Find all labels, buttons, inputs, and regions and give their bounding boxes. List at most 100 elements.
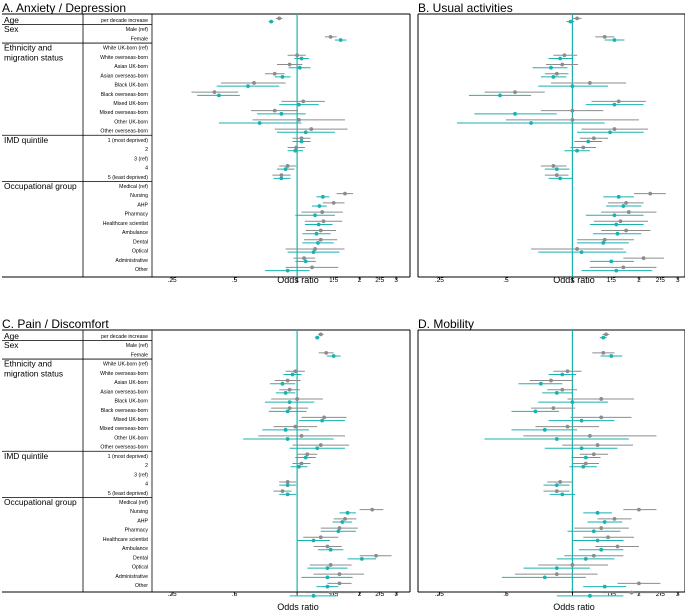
- point-estimate-teal: [287, 400, 292, 405]
- row-label: Asian UK-born: [114, 380, 148, 386]
- point-estimate-teal: [609, 259, 614, 264]
- panel-mobility: D. Mobility Odds ratio .25 .5 1 1.5 2 2.5 3: [417, 317, 685, 612]
- point-estimate-teal: [280, 381, 285, 386]
- x-tick-label: .25: [168, 277, 177, 284]
- row-label: Nursing: [130, 193, 148, 199]
- row-label: Mixed overseas-born: [100, 110, 149, 116]
- row-label: Other overseas-born: [100, 129, 148, 135]
- point-estimate-teal: [317, 204, 322, 208]
- point-estimate-grey: [287, 387, 292, 392]
- point-estimate-teal: [336, 529, 341, 534]
- row-label: 1 (most deprived): [108, 138, 149, 144]
- point-estimate-grey: [602, 34, 607, 39]
- row-label: Pharmacy: [125, 212, 149, 218]
- x-axis-label: Odds ratio: [553, 275, 595, 285]
- point-estimate-teal: [595, 538, 600, 543]
- point-estimate-teal: [558, 176, 563, 181]
- point-estimate-teal: [581, 464, 586, 469]
- point-estimate-grey: [565, 424, 570, 429]
- point-estimate-grey: [324, 350, 329, 355]
- point-estimate-teal: [529, 121, 533, 125]
- group-label: Age: [4, 331, 19, 341]
- row-label: Other UK-born: [114, 435, 148, 441]
- point-estimate-grey: [551, 406, 556, 411]
- point-estimate-grey: [624, 200, 628, 205]
- point-estimate-teal: [316, 241, 320, 245]
- point-estimate-teal: [279, 111, 284, 116]
- point-estimate-teal: [311, 593, 316, 598]
- x-tick-label: 2: [358, 591, 362, 598]
- x-axis-label: Odds ratio: [277, 602, 319, 612]
- point-estimate-teal: [533, 409, 538, 414]
- point-estimate-teal: [560, 492, 565, 497]
- point-estimate-teal: [246, 84, 250, 89]
- point-estimate-teal: [554, 483, 559, 488]
- row-label: White overseas-born: [100, 55, 148, 61]
- point-estimate-grey: [299, 461, 304, 466]
- row-label: 4: [145, 166, 148, 172]
- row-label: Healthcare scientist: [103, 221, 149, 227]
- point-estimate-teal: [608, 130, 612, 135]
- x-tick-label: 2: [358, 277, 362, 284]
- point-estimate-teal: [283, 427, 288, 432]
- x-tick-label: 1: [571, 591, 575, 598]
- point-estimate-teal: [345, 510, 350, 515]
- x-tick-label: 1.5: [607, 277, 616, 284]
- row-label: Medical (ref): [119, 500, 148, 506]
- point-estimate-teal: [549, 65, 553, 70]
- point-estimate-teal: [316, 222, 321, 227]
- point-estimate-grey: [595, 443, 600, 447]
- point-estimate-grey: [337, 572, 342, 577]
- row-label: 1 (most deprived): [108, 454, 149, 460]
- row-label: Black overseas-born: [101, 92, 148, 98]
- x-tick-label: 1: [295, 591, 299, 598]
- x-tick-label: 1.5: [329, 591, 338, 598]
- point-estimate-teal: [325, 566, 330, 571]
- point-estimate-grey: [612, 127, 617, 131]
- x-tick-label: 1: [571, 277, 575, 284]
- row-label: Mixed UK-born: [113, 417, 148, 423]
- point-estimate-grey: [558, 480, 563, 484]
- point-estimate-grey: [277, 16, 282, 21]
- point-estimate-teal: [599, 547, 604, 552]
- x-axis-label: Odds ratio: [277, 275, 319, 285]
- point-estimate-teal: [279, 176, 284, 181]
- x-tick-label: 2: [637, 591, 641, 598]
- row-label: Black UK-born: [115, 83, 149, 89]
- row-label: Dental: [133, 555, 148, 561]
- point-estimate-teal: [579, 418, 584, 423]
- group-label: Age: [4, 15, 19, 25]
- x-tick-label: .5: [503, 277, 509, 284]
- point-estimate-teal: [616, 194, 621, 199]
- row-label: Other overseas-born: [100, 445, 148, 451]
- row-label: White UK-born (ref): [103, 46, 148, 52]
- group-label: Sex: [4, 340, 19, 350]
- point-estimate-grey: [285, 164, 290, 168]
- point-estimate-teal: [269, 19, 274, 24]
- x-tick-label: 2: [637, 277, 641, 284]
- point-estimate-grey: [325, 544, 330, 549]
- point-estimate-teal: [498, 93, 502, 98]
- row-label: Healthcare scientist: [103, 537, 149, 543]
- point-estimate-grey: [337, 581, 342, 586]
- point-estimate-teal: [311, 250, 316, 255]
- point-estimate-grey: [554, 489, 559, 494]
- point-estimate-teal: [297, 464, 301, 469]
- row-label: Mixed UK-born: [113, 101, 148, 107]
- point-estimate-grey: [310, 265, 314, 270]
- point-estimate-teal: [615, 231, 620, 236]
- point-estimate-grey: [337, 526, 342, 530]
- row-label: Black UK-born: [115, 399, 149, 405]
- point-estimate-grey: [618, 219, 623, 224]
- row-label: Dental: [133, 239, 148, 245]
- point-estimate-grey: [588, 433, 592, 438]
- point-estimate-grey: [560, 62, 565, 67]
- row-label: Male (ref): [126, 27, 148, 33]
- row-label: AHP: [137, 202, 148, 208]
- row-label: White UK-born (ref): [103, 362, 148, 368]
- row-label: 5 (least deprived): [108, 491, 148, 497]
- point-estimate-grey: [581, 145, 586, 150]
- point-estimate-teal: [315, 446, 320, 451]
- point-estimate-teal: [283, 167, 288, 172]
- point-estimate-grey: [285, 480, 290, 484]
